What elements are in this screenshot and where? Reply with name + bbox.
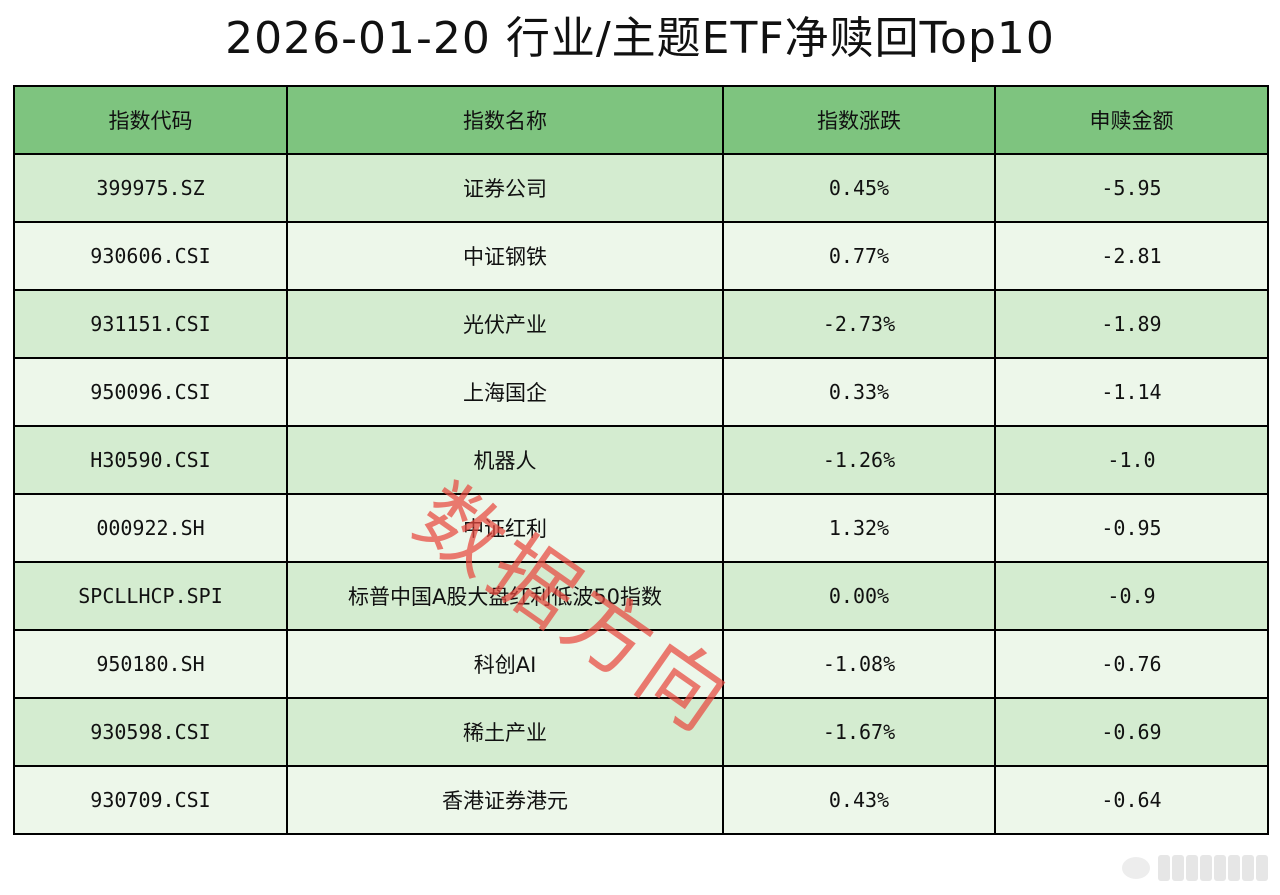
table-row: 950180.SH 科创AI -1.08% -0.76 xyxy=(13,629,1269,699)
cell-index-name: 科创AI xyxy=(286,629,724,699)
table-row: H30590.CSI 机器人 -1.26% -1.0 xyxy=(13,425,1269,495)
cell-index-name: 香港证券港元 xyxy=(286,765,724,835)
cell-index-code: 930606.CSI xyxy=(13,221,288,291)
cell-index-code: 950180.SH xyxy=(13,629,288,699)
footer-bar xyxy=(1242,855,1254,881)
cell-index-change: -1.26% xyxy=(722,425,996,495)
table-row: 000922.SH 中证红利 1.32% -0.95 xyxy=(13,493,1269,563)
footer-bar xyxy=(1158,855,1170,881)
header-index-code: 指数代码 xyxy=(13,85,288,155)
page-title: 2026-01-20 行业/主题ETF净赎回Top10 xyxy=(225,13,1055,64)
cell-index-change: 0.77% xyxy=(722,221,996,291)
cell-index-change: -1.08% xyxy=(722,629,996,699)
table-row: 950096.CSI 上海国企 0.33% -1.14 xyxy=(13,357,1269,427)
footer-dot-icon xyxy=(1122,857,1150,879)
cell-index-change: 0.43% xyxy=(722,765,996,835)
cell-index-change: 0.33% xyxy=(722,357,996,427)
cell-index-change: 0.45% xyxy=(722,153,996,223)
table-row: 930606.CSI 中证钢铁 0.77% -2.81 xyxy=(13,221,1269,291)
cell-flow-amount: -0.69 xyxy=(994,697,1269,767)
cell-index-code: 930598.CSI xyxy=(13,697,288,767)
cell-flow-amount: -2.81 xyxy=(994,221,1269,291)
cell-flow-amount: -0.64 xyxy=(994,765,1269,835)
cell-index-name: 中证钢铁 xyxy=(286,221,724,291)
table-row: SPCLLHCP.SPI 标普中国A股大盘红利低波50指数 0.00% -0.9 xyxy=(13,561,1269,631)
cell-index-change: -1.67% xyxy=(722,697,996,767)
footer-bar xyxy=(1228,855,1240,881)
cell-index-name: 标普中国A股大盘红利低波50指数 xyxy=(286,561,724,631)
etf-redemption-table: 指数代码 指数名称 指数涨跌 申赎金额 399975.SZ 证券公司 0.45% -5… xyxy=(13,85,1269,835)
cell-flow-amount: -1.0 xyxy=(994,425,1269,495)
table-row: 930709.CSI 香港证券港元 0.43% -0.64 xyxy=(13,765,1269,835)
table-row: 930598.CSI 稀土产业 -1.67% -0.69 xyxy=(13,697,1269,767)
cell-index-change: 0.00% xyxy=(722,561,996,631)
cell-index-code: 399975.SZ xyxy=(13,153,288,223)
cell-index-code: 930709.CSI xyxy=(13,765,288,835)
footer-bar xyxy=(1200,855,1212,881)
cell-flow-amount: -1.14 xyxy=(994,357,1269,427)
header-index-change: 指数涨跌 xyxy=(722,85,996,155)
cell-index-name: 上海国企 xyxy=(286,357,724,427)
footer-bar xyxy=(1214,855,1226,881)
footer-bar xyxy=(1186,855,1198,881)
cell-index-change: -2.73% xyxy=(722,289,996,359)
cell-flow-amount: -5.95 xyxy=(994,153,1269,223)
cell-index-code: H30590.CSI xyxy=(13,425,288,495)
cell-flow-amount: -1.89 xyxy=(994,289,1269,359)
cell-index-name: 光伏产业 xyxy=(286,289,724,359)
cell-index-name: 稀土产业 xyxy=(286,697,724,767)
cell-index-name: 证券公司 xyxy=(286,153,724,223)
cell-flow-amount: -0.9 xyxy=(994,561,1269,631)
cell-index-change: 1.32% xyxy=(722,493,996,563)
table-row: 399975.SZ 证券公司 0.45% -5.95 xyxy=(13,153,1269,223)
cell-index-code: SPCLLHCP.SPI xyxy=(13,561,288,631)
cell-index-code: 000922.SH xyxy=(13,493,288,563)
cell-index-code: 950096.CSI xyxy=(13,357,288,427)
cell-index-name: 中证红利 xyxy=(286,493,724,563)
header-index-name: 指数名称 xyxy=(286,85,724,155)
header-flow-amount: 申赎金额 xyxy=(994,85,1269,155)
footer-decoration xyxy=(1122,855,1268,881)
footer-bar xyxy=(1172,855,1184,881)
footer-bar xyxy=(1256,855,1268,881)
table-body: 399975.SZ 证券公司 0.45% -5.95 930606.CSI 中证钢铁 0.7… xyxy=(13,153,1269,835)
cell-flow-amount: -0.95 xyxy=(994,493,1269,563)
cell-index-code: 931151.CSI xyxy=(13,289,288,359)
table-header-row: 指数代码 指数名称 指数涨跌 申赎金额 xyxy=(13,85,1269,155)
cell-flow-amount: -0.76 xyxy=(994,629,1269,699)
table-row: 931151.CSI 光伏产业 -2.73% -1.89 xyxy=(13,289,1269,359)
cell-index-name: 机器人 xyxy=(286,425,724,495)
